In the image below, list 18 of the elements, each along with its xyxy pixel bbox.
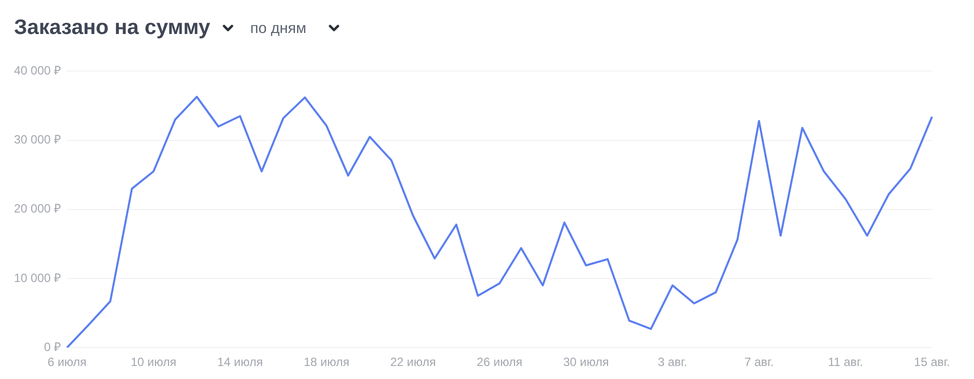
x-tick-label: 6 июля <box>48 355 87 370</box>
x-tick-label: 26 июля <box>476 355 522 370</box>
y-tick-label: 0 ₽ <box>44 340 62 354</box>
x-tick-label: 18 июля <box>304 355 350 370</box>
x-tick-label: 10 июля <box>130 355 176 370</box>
y-tick-label: 30 000 ₽ <box>14 132 62 147</box>
chart-subtitle: по дням <box>250 20 306 36</box>
chart-title: Заказано на сумму <box>14 16 210 40</box>
x-tick-label: 11 авг. <box>828 355 864 370</box>
x-tick-label: 22 июля <box>390 355 436 370</box>
x-tick-label: 14 июля <box>217 355 263 370</box>
x-tick-label: 7 авг. <box>744 355 774 370</box>
y-tick-label: 10 000 ₽ <box>14 270 62 285</box>
y-tick-label: 20 000 ₽ <box>14 202 62 216</box>
x-tick-label: 15 авг. <box>914 355 950 370</box>
y-tick-label: 40 000 ₽ <box>14 64 62 78</box>
x-tick-label: 30 июля <box>563 355 609 370</box>
x-tick-label: 3 авг. <box>658 355 688 370</box>
